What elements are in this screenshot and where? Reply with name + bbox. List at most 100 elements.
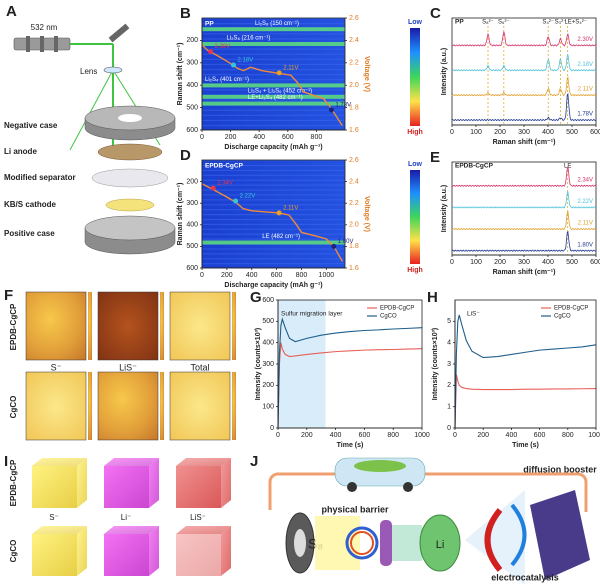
voltage-curve — [201, 44, 343, 126]
part-label: KB/S cathode — [4, 200, 57, 209]
heatmap-texture — [202, 263, 345, 265]
y2-tick-label: 2.0 — [349, 222, 359, 229]
heatmap-texture — [202, 23, 345, 25]
heatmap-texture — [202, 253, 345, 255]
spectrum — [451, 230, 597, 252]
map-colorbar — [232, 292, 236, 360]
y-tick-label: 300 — [186, 200, 198, 207]
heatmap-texture — [202, 114, 345, 116]
y2-tick-label: 2.2 — [349, 200, 359, 207]
mirror — [108, 23, 130, 43]
x-tick-label: 200 — [494, 129, 506, 136]
car-panel — [354, 460, 406, 472]
zoom — [465, 490, 525, 585]
x-tick-label: 0 — [450, 129, 454, 136]
heatmap-texture — [202, 63, 345, 66]
heatmap-texture — [202, 179, 345, 181]
x-tick-label: 400 — [506, 432, 518, 439]
y-tick-label: 300 — [262, 361, 274, 368]
series-label: 2.11V — [578, 87, 593, 93]
y-axis-label: Intensity (a.u.) — [441, 185, 448, 232]
map-colorbar — [88, 372, 92, 440]
wheel — [403, 482, 413, 492]
cube-top — [104, 458, 159, 466]
y-tick-label: 600 — [186, 127, 198, 134]
band-label: Li₂S₆ (216 cm⁻¹) — [226, 36, 270, 42]
heatmap-texture — [202, 58, 345, 60]
y2-tick-label: 1.8 — [349, 243, 359, 250]
heatmap-texture — [202, 74, 345, 76]
heatmap-texture — [202, 99, 345, 101]
y2-tick-label: 1.6 — [349, 127, 359, 134]
voltage-point — [276, 210, 282, 216]
x-tick-label: 600 — [282, 134, 294, 141]
x-tick-label: 400 — [542, 129, 554, 136]
cycle — [345, 526, 379, 560]
point-label: 2.18V — [237, 58, 253, 64]
column-label: LiS⁻ — [190, 513, 206, 522]
map-colorbar — [160, 372, 164, 440]
map-colorbar — [160, 292, 164, 360]
cube-front — [104, 534, 149, 576]
y-tick-label: 4 — [447, 340, 451, 347]
point-label: 2.11V — [283, 65, 298, 71]
booster-label: diffusion booster — [523, 464, 597, 474]
cube-top — [176, 458, 231, 466]
voltage-point — [230, 62, 236, 68]
line — [277, 342, 423, 429]
heatmap-texture — [202, 164, 345, 167]
heatmap-texture — [202, 109, 345, 111]
x-tick-label: 100 — [470, 129, 482, 136]
point-label: 2.11V — [283, 205, 298, 211]
heatmap-texture — [202, 68, 345, 71]
cube-side — [221, 526, 231, 576]
series-label: 2.18V — [577, 62, 593, 68]
peak-label: S₃²⁻ — [555, 20, 567, 26]
y-tick-label: 300 — [186, 60, 198, 67]
heatmap-texture — [202, 33, 345, 35]
part-label: Li anode — [4, 147, 37, 156]
line — [454, 314, 597, 429]
panel-label: F — [4, 287, 13, 304]
heatmap-texture — [202, 238, 345, 240]
peak-label: S₆²⁻ — [498, 20, 510, 26]
heatmap-texture — [202, 204, 345, 206]
heatmap-texture — [202, 233, 345, 235]
x-tick-label: 0 — [450, 259, 454, 266]
x-tick-label: 300 — [518, 259, 530, 266]
voltage-point — [233, 198, 239, 204]
point-label: 2.30V — [215, 44, 231, 50]
y-tick-label: 500 — [262, 318, 274, 325]
part-label: Modified separator — [4, 173, 76, 182]
y-tick-label: 3 — [447, 361, 451, 368]
cube-side — [149, 526, 159, 576]
band — [202, 94, 345, 99]
x-tick-label: 200 — [301, 432, 313, 439]
sample-label: PP — [205, 21, 214, 28]
x-tick-label: 800 — [296, 272, 308, 279]
y2-tick-label: 1.6 — [349, 265, 359, 272]
cathode — [105, 198, 155, 212]
sample-label: PP — [455, 19, 464, 26]
y-tick-label: 400 — [186, 82, 198, 89]
anode — [419, 514, 461, 572]
y2-axis-label: Voltage (V) — [363, 56, 370, 92]
row-label: CgCO — [9, 540, 18, 563]
series-label: 1.78V — [577, 112, 593, 118]
spectrum — [451, 92, 597, 122]
cube-front — [32, 466, 77, 508]
x-axis-label: Discharge capacity (mAh g⁻¹) — [224, 144, 322, 151]
peak-label: LE+S₄²⁻ — [564, 20, 586, 26]
map-colorbar — [88, 292, 92, 360]
map — [169, 371, 231, 441]
colorbar-high: High — [407, 129, 423, 136]
heatmap-texture — [202, 223, 345, 226]
annotation: Sulfur migration layer — [281, 311, 343, 318]
colorbar — [410, 28, 420, 126]
heatmap-texture — [202, 199, 345, 201]
heatmap-texture — [202, 214, 345, 216]
y-tick-label: 600 — [186, 265, 198, 272]
heatmap-texture — [202, 119, 345, 122]
map — [25, 291, 87, 361]
x-axis-label: Raman shift (cm⁻¹) — [493, 139, 556, 146]
